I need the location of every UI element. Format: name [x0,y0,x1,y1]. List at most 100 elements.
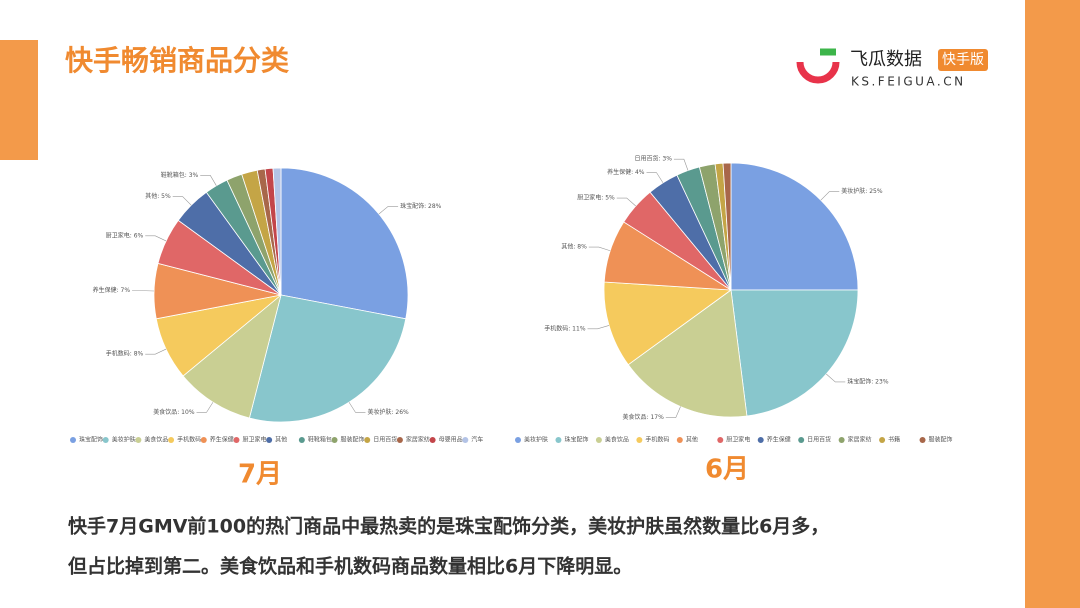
legend-swatch [462,437,469,443]
legend-label: 养生保健 [210,436,234,444]
legend-label: 珠宝配饰 [564,436,588,444]
label-line [200,175,217,186]
legend-label: 家居家纺 [406,436,430,444]
legend-swatch [717,437,724,443]
legend-swatch [919,437,926,443]
label-line [665,406,681,418]
legend-label: 珠宝配饰 [79,436,103,444]
data-label: 美食饮品: 10% [153,408,195,416]
brand: 飞瓜数据 [850,49,922,70]
accent-right [1025,0,1080,608]
data-label: 手机数码: 11% [544,324,586,332]
legend-label: 厨卫家电 [242,436,266,444]
logo-arc [796,61,840,84]
data-label: 珠宝配饰: 23% [847,377,889,385]
label-line [378,206,399,215]
legend-swatch [757,437,764,443]
legend-label: 母婴用品 [439,437,463,444]
legend-label: 手机数码 [177,436,201,444]
legend-label: 美食饮品 [144,436,168,444]
slide-title: 快手畅销商品分类 [65,44,289,77]
legend-label: 鞋靴箱包 [308,436,332,444]
chart-title: 7月 [238,460,282,490]
legend-swatch [102,437,109,443]
legend-swatch [396,437,403,443]
badge: 快手版 [942,52,984,68]
caption: 快手7月GMV前100的热门商品中最热卖的是珠宝配饰分类，美妆护肤虽然数量比6月… [68,515,829,538]
data-label: 其他: 8% [561,243,587,251]
legend-label: 美妆护肤 [112,436,136,444]
legend-swatch [168,437,175,443]
label-line [172,196,192,206]
legend-swatch [135,437,142,443]
label-line [587,325,610,330]
legend-label: 其他 [686,436,698,444]
data-label: 厨卫家电: 6% [106,231,144,239]
pie-slice [280,167,409,320]
data-label: 养生保健: 4% [607,168,645,176]
legend-swatch [676,437,683,443]
accent-left [0,40,38,160]
caption: 但占比掉到第二。美食饮品和手机数码商品数量相比6月下降明显。 [68,555,632,578]
label-line [348,402,366,413]
legend-label: 汽车 [471,436,483,444]
chart-title: 6月 [705,455,749,485]
legend-swatch [879,437,886,443]
legend-swatch [595,437,602,443]
legend-swatch [838,437,845,443]
label-line [588,246,611,252]
legend-label: 美食饮品 [605,436,629,444]
legend-swatch [233,437,240,443]
pie-slice [603,281,733,366]
label-line [145,348,167,355]
label-line [646,172,664,183]
legend-label: 服装配饰 [341,436,365,444]
label-line [820,191,840,201]
pie-slice [722,162,732,291]
legend-label: 手机数码 [645,436,669,444]
label-line [826,373,846,383]
legend-label: 服装配饰 [929,436,953,444]
data-label: 其他: 5% [145,192,171,200]
label-line [145,235,167,242]
data-label: 美妆护肤: 25% [841,187,883,195]
data-label: 珠宝配饰: 28% [400,202,442,210]
legend-swatch [364,437,371,443]
data-label: 美妆护肤: 26% [367,408,409,416]
label-line [196,402,214,413]
legend-label: 日用百货 [373,436,397,444]
data-label: 日用百货: 3% [634,155,672,163]
pie-slice [272,167,282,296]
legend-label: 养生保健 [767,436,791,444]
legend-label: 其他 [275,436,287,444]
data-label: 鞋靴箱包: 3% [161,171,199,179]
data-label: 厨卫家电: 5% [577,194,615,202]
legend-swatch [266,437,273,443]
data-label: 手机数码: 8% [106,350,144,358]
pie-slice [627,289,748,418]
label-line [673,158,689,171]
legend-label: 书籍 [888,436,900,444]
badge-bg [938,49,988,71]
legend-swatch [515,437,521,443]
legend-swatch [200,437,207,443]
legend-swatch [429,437,436,443]
legend-label: 日用百货 [807,436,831,444]
pie-slice [182,293,282,419]
legend-swatch [798,437,805,443]
legend-label: 厨卫家电 [726,436,750,444]
data-label: 养生保健: 7% [93,286,131,294]
legend-swatch [298,437,305,443]
label-line [616,197,636,207]
brand-url: KS.FEIGUA.CN [851,75,966,89]
legend-swatch [331,437,338,443]
legend-swatch [555,437,562,443]
legend-swatch [636,437,643,443]
data-label: 美食饮品: 17% [623,413,665,421]
legend-swatch [70,437,76,443]
logo: 飞瓜数据 快手版 KS.FEIGUA.CN [796,48,988,89]
pie-slice [248,294,407,423]
legend-label: 家居家纺 [848,436,872,444]
legend-label: 美妆护肤 [524,436,548,444]
